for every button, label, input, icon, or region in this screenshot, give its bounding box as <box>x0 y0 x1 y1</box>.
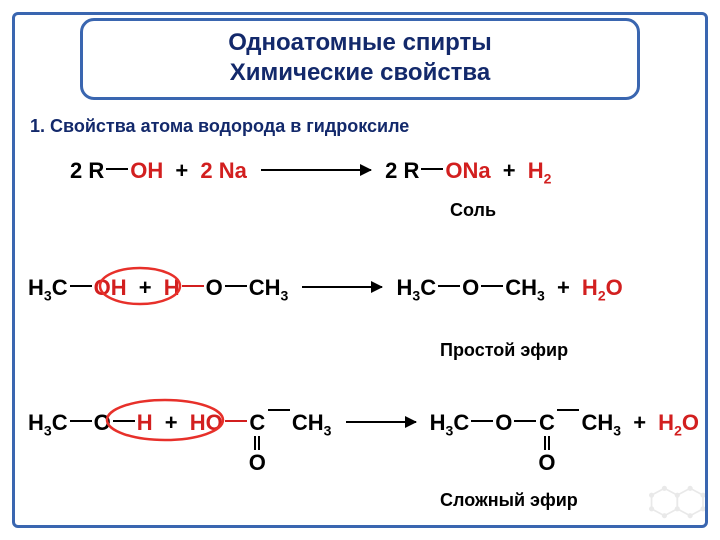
carbonyl-group: CO <box>538 410 555 476</box>
bond-icon <box>471 420 493 422</box>
eq3-h: H <box>137 410 153 436</box>
eq1-na: 2 Na <box>200 158 246 184</box>
plus-icon: + <box>165 410 178 436</box>
carbonyl-group: CO <box>249 410 266 476</box>
title-line-2: Химические свойства <box>95 59 625 87</box>
equation-1: 2 R OH + 2 Na 2 R ONa + H2 <box>70 158 551 186</box>
label-ether: Простой эфир <box>440 340 568 361</box>
plus-icon: + <box>503 158 516 184</box>
bond-icon <box>225 420 247 422</box>
eq3-prod-ch3: CH3 <box>581 410 621 438</box>
title-line-1: Одноатомные спирты <box>95 29 625 57</box>
eq3-h2o: H2O <box>658 410 699 438</box>
bond-icon <box>70 285 92 287</box>
eq3-ch3: CH3 <box>292 410 332 438</box>
bond-icon <box>557 409 579 411</box>
eq2-prod-o: O <box>462 275 479 301</box>
bond-icon <box>514 420 536 422</box>
eq2-h: H <box>164 275 180 301</box>
equation-2: H3COH + HOCH3 H3COCH3 + H2O <box>28 275 623 303</box>
bond-icon <box>113 420 135 422</box>
bond-icon <box>481 285 503 287</box>
equation-3: H3COH + HOCOCH3 H3COCOCH3 + H2O <box>28 410 699 476</box>
section-heading: 1. Свойства атома водорода в гидроксиле <box>30 116 409 137</box>
eq3-prod-o: O <box>495 410 512 436</box>
eq2-o: O <box>206 275 223 301</box>
bond-icon <box>225 285 247 287</box>
eq2-h3c: H3C <box>28 275 68 303</box>
eq1-ona: ONa <box>445 158 490 184</box>
reaction-arrow-icon <box>302 286 382 288</box>
eq1-h2: H2 <box>528 158 552 186</box>
molecule-watermark-icon <box>628 478 718 538</box>
eq1-coef1: 2 R <box>70 158 104 184</box>
eq1-coef3: 2 R <box>385 158 419 184</box>
eq2-oh: OH <box>94 275 127 301</box>
eq3-prod-h3c: H3C <box>430 410 470 438</box>
eq3-h3c: H3C <box>28 410 68 438</box>
plus-icon: + <box>139 275 152 301</box>
eq2-prod-h3c: H3C <box>397 275 437 303</box>
eq3-o: O <box>94 410 111 436</box>
eq1-oh: OH <box>130 158 163 184</box>
bond-icon <box>70 420 92 422</box>
eq3-ho: HO <box>190 410 223 436</box>
bond-icon <box>438 285 460 287</box>
label-ester: Сложный эфир <box>440 490 578 511</box>
plus-icon: + <box>557 275 570 301</box>
eq2-h2o: H2O <box>582 275 623 303</box>
bond-icon <box>182 285 204 287</box>
bond-icon <box>421 168 443 170</box>
bond-icon <box>268 409 290 411</box>
plus-icon: + <box>175 158 188 184</box>
eq2-prod-ch3: CH3 <box>505 275 545 303</box>
eq2-ch3: CH3 <box>249 275 289 303</box>
title-box: Одноатомные спирты Химические свойства <box>80 18 640 100</box>
bond-icon <box>106 168 128 170</box>
reaction-arrow-icon <box>261 169 371 171</box>
label-salt: Соль <box>450 200 496 221</box>
reaction-arrow-icon <box>346 421 416 423</box>
plus-icon: + <box>633 410 646 436</box>
